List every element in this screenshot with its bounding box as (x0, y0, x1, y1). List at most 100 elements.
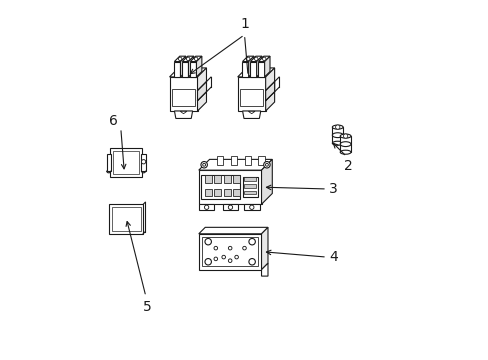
Polygon shape (258, 56, 269, 62)
Polygon shape (261, 159, 272, 204)
Polygon shape (237, 68, 274, 77)
Polygon shape (256, 56, 262, 77)
Circle shape (335, 125, 339, 129)
Circle shape (214, 257, 217, 261)
Circle shape (204, 205, 208, 210)
Circle shape (222, 255, 225, 259)
Polygon shape (264, 56, 269, 77)
Bar (244, 156, 250, 165)
Circle shape (343, 134, 347, 138)
Circle shape (178, 57, 182, 60)
Polygon shape (242, 56, 253, 62)
Ellipse shape (332, 141, 343, 145)
Bar (190, 62, 196, 77)
Polygon shape (198, 204, 214, 210)
Circle shape (249, 205, 253, 210)
Polygon shape (261, 227, 267, 270)
Bar (340, 136, 350, 152)
Bar (172, 89, 194, 106)
Ellipse shape (340, 134, 350, 138)
Circle shape (246, 57, 249, 60)
Circle shape (242, 246, 246, 250)
Polygon shape (250, 56, 262, 62)
Bar (111, 207, 141, 231)
Circle shape (141, 159, 145, 164)
Polygon shape (174, 56, 185, 62)
Circle shape (228, 259, 231, 262)
Bar (204, 189, 212, 197)
Circle shape (203, 163, 205, 166)
Bar (214, 189, 221, 197)
Bar (174, 62, 180, 77)
Bar (223, 189, 230, 197)
Polygon shape (174, 111, 192, 118)
Bar (217, 156, 223, 165)
Bar (242, 62, 248, 77)
Text: 3: 3 (328, 182, 337, 196)
Ellipse shape (340, 142, 350, 147)
Circle shape (228, 246, 231, 250)
Bar (240, 89, 263, 106)
Circle shape (265, 163, 268, 166)
Bar (232, 189, 239, 197)
Bar (242, 177, 257, 197)
Circle shape (234, 255, 238, 259)
Polygon shape (196, 56, 202, 77)
Polygon shape (188, 56, 193, 77)
Polygon shape (197, 68, 206, 111)
Polygon shape (180, 56, 185, 77)
Bar (237, 77, 265, 111)
Bar (182, 62, 188, 77)
Bar (223, 175, 230, 183)
Bar (110, 148, 142, 177)
Bar (244, 191, 256, 194)
Polygon shape (198, 159, 272, 170)
Circle shape (248, 238, 255, 245)
Bar (202, 237, 258, 266)
Polygon shape (244, 204, 259, 210)
Circle shape (201, 162, 207, 168)
Polygon shape (222, 204, 238, 210)
Ellipse shape (340, 150, 350, 154)
Circle shape (204, 238, 211, 245)
Bar (258, 156, 264, 165)
Polygon shape (248, 56, 253, 77)
Polygon shape (265, 68, 274, 111)
Text: 5: 5 (143, 300, 152, 314)
Bar (198, 234, 261, 270)
Bar (244, 184, 256, 188)
Bar (230, 156, 237, 165)
Polygon shape (265, 82, 274, 101)
Circle shape (263, 162, 269, 168)
Text: 2: 2 (344, 159, 352, 173)
Bar (109, 204, 143, 234)
Circle shape (262, 57, 265, 60)
Polygon shape (169, 68, 206, 77)
Polygon shape (261, 263, 267, 276)
Text: 6: 6 (109, 114, 118, 128)
Bar (198, 170, 261, 204)
Polygon shape (198, 227, 267, 234)
Circle shape (248, 258, 255, 265)
Polygon shape (197, 82, 206, 101)
Text: 1: 1 (240, 17, 248, 31)
Bar (332, 127, 343, 143)
Bar (258, 62, 264, 77)
Text: 4: 4 (328, 250, 337, 264)
Polygon shape (182, 56, 193, 62)
Bar (169, 77, 197, 111)
Bar (250, 62, 256, 77)
Ellipse shape (332, 133, 343, 138)
Bar (214, 175, 221, 183)
Polygon shape (248, 111, 255, 114)
Bar (201, 175, 240, 199)
Circle shape (214, 246, 217, 250)
Bar (141, 154, 145, 171)
Circle shape (186, 57, 189, 60)
Circle shape (228, 205, 232, 210)
Circle shape (254, 57, 258, 60)
Circle shape (204, 258, 211, 265)
Bar (106, 154, 111, 171)
Ellipse shape (332, 125, 343, 129)
Bar (113, 150, 139, 174)
